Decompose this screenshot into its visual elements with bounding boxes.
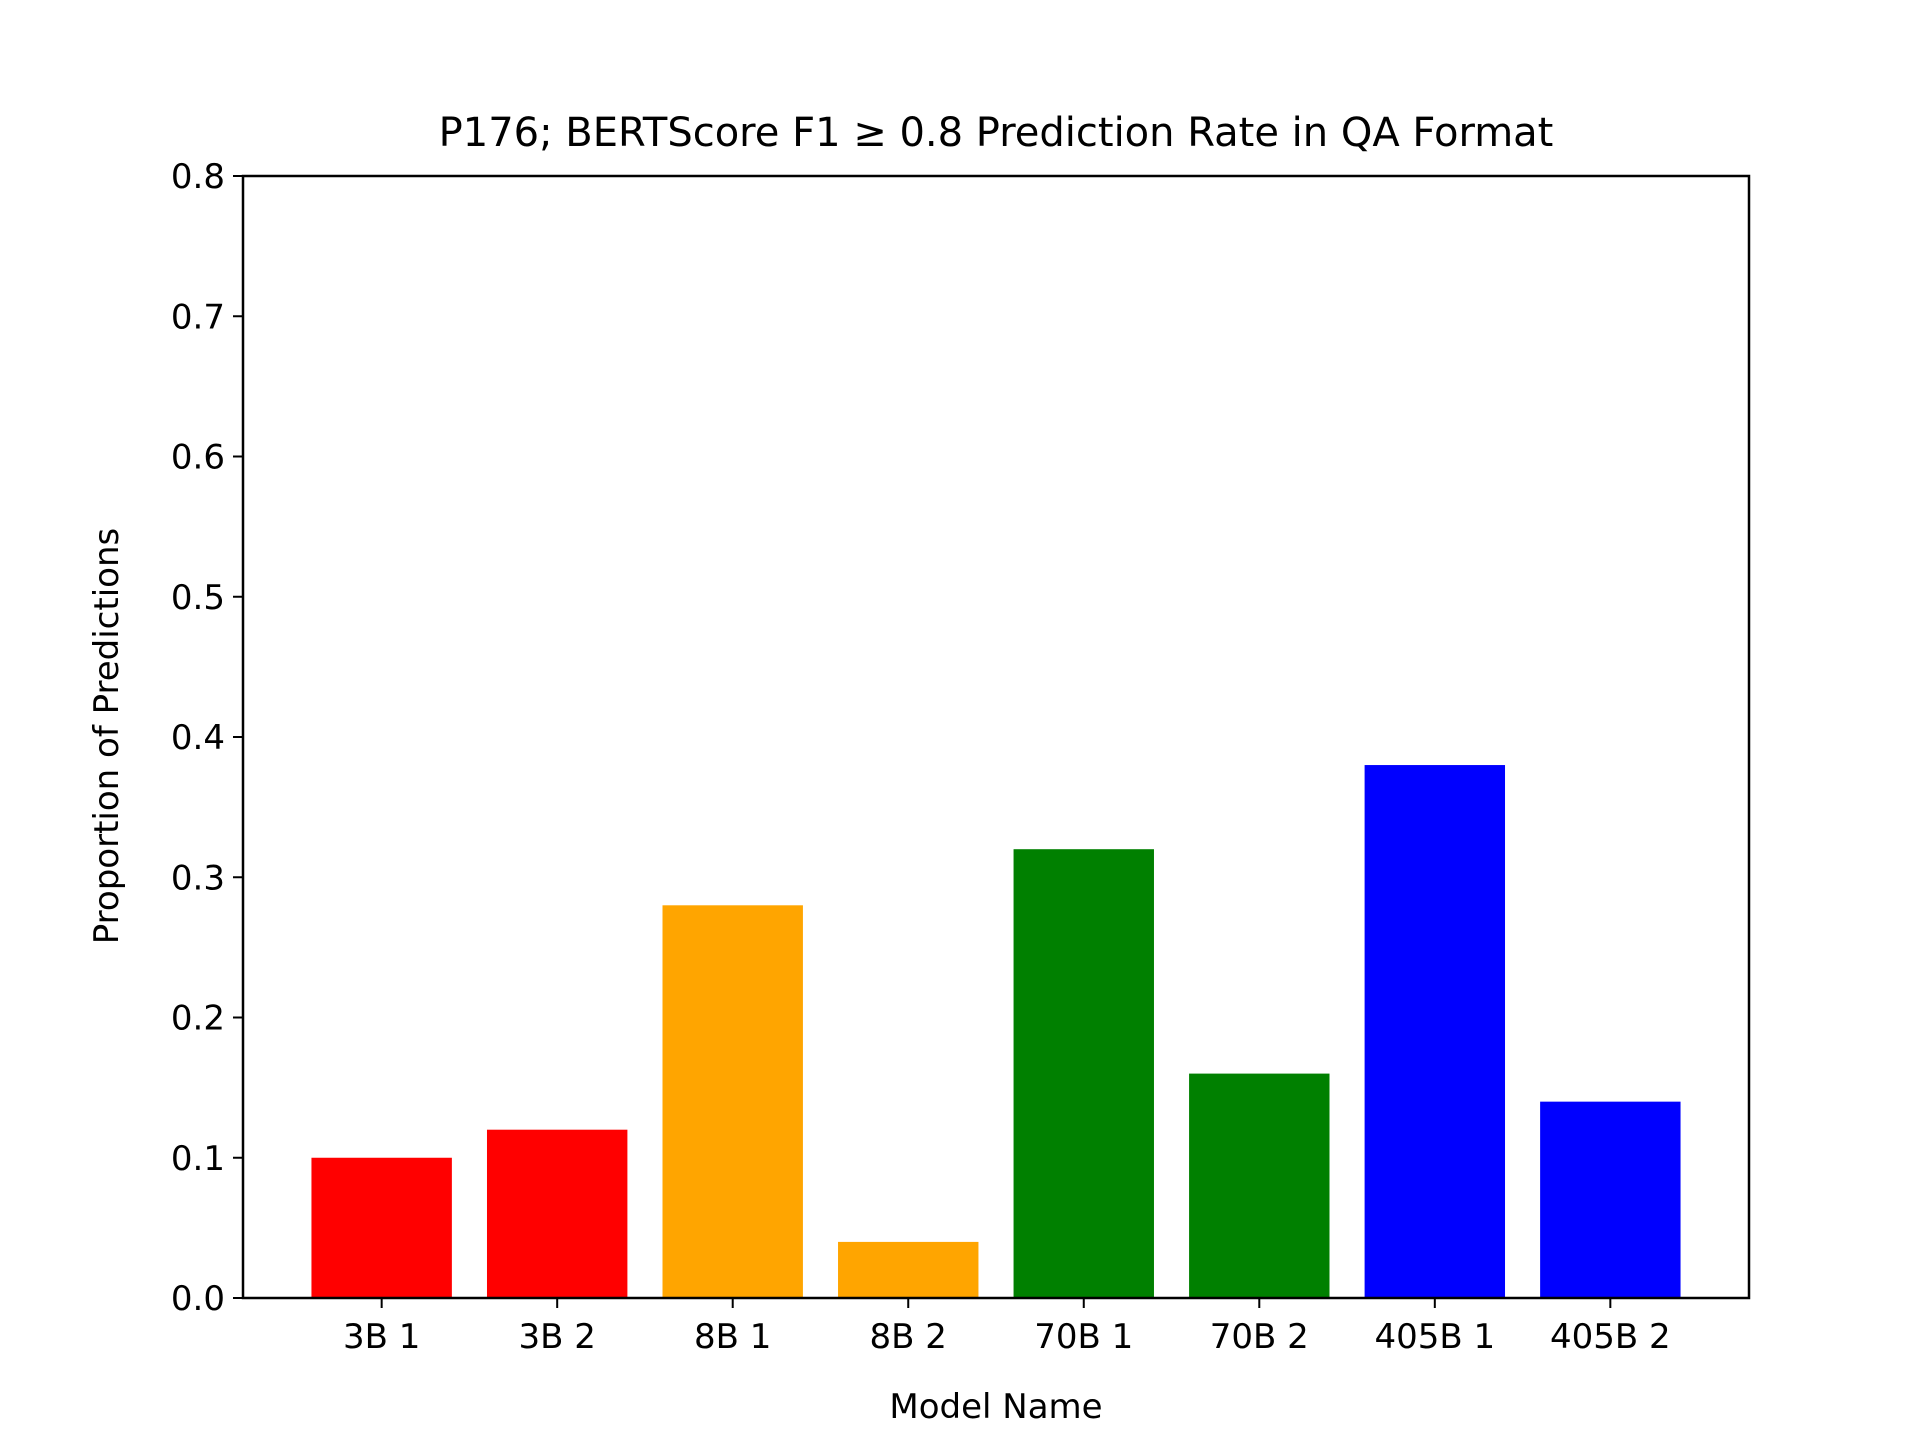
y-tick-label: 0.7: [171, 297, 225, 337]
chart-title: P176; BERTScore F1 ≥ 0.8 Prediction Rate…: [439, 110, 1554, 156]
x-axis-ticks: 3B 1 3B 2 8B 1 8B 2 70B 1 70B 2 405B 1 405B 2: [343, 1298, 1671, 1357]
y-tick-label: 0.3: [171, 858, 225, 898]
x-tick-label: 3B 1: [343, 1317, 420, 1357]
bar-405b-1: [1364, 765, 1506, 1298]
x-tick-label: 405B 2: [1550, 1317, 1671, 1357]
y-tick-label: 0.4: [171, 718, 225, 758]
bar-8b-2: [838, 1241, 979, 1298]
y-tick-label: 0.1: [171, 1139, 225, 1179]
y-tick-label: 0.6: [171, 438, 225, 478]
y-axis-ticks: 0.0 0.1 0.2 0.3 0.4 0.5 0.6 0.7 0.8: [171, 157, 243, 1319]
y-axis-label: Proportion of Predictions: [87, 528, 127, 944]
x-tick-label: 8B 1: [694, 1317, 771, 1357]
x-tick-label: 405B 1: [1374, 1317, 1495, 1357]
bar-70b-2: [1189, 1073, 1330, 1298]
bar-3b-2: [486, 1129, 628, 1298]
x-tick-label: 3B 2: [518, 1317, 595, 1357]
x-axis-label: Model Name: [889, 1387, 1102, 1427]
bar-70b-1: [1013, 849, 1154, 1298]
x-tick-label: 8B 2: [870, 1317, 947, 1357]
bar-3b-1: [311, 1157, 452, 1298]
x-tick-label: 70B 1: [1034, 1317, 1133, 1357]
y-tick-label: 0.2: [171, 999, 225, 1039]
plot-area-frame: [241, 174, 1751, 1300]
y-tick-label: 0.5: [171, 578, 225, 618]
bar-405b-2: [1540, 1101, 1681, 1298]
bar-8b-1: [662, 905, 803, 1298]
x-tick-label: 70B 2: [1210, 1317, 1309, 1357]
y-tick-label: 0.0: [171, 1279, 225, 1319]
bars-group: [311, 765, 1681, 1298]
y-tick-label: 0.8: [171, 157, 225, 197]
